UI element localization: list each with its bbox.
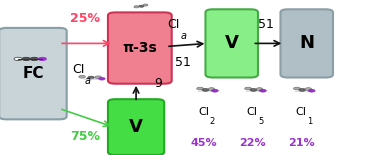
- Text: 25%: 25%: [70, 12, 101, 25]
- Text: N: N: [299, 34, 314, 52]
- Text: CI: CI: [296, 107, 307, 117]
- Text: 21%: 21%: [288, 138, 314, 148]
- Circle shape: [14, 57, 22, 61]
- Text: 51: 51: [175, 55, 191, 69]
- Ellipse shape: [84, 79, 99, 80]
- Text: 45%: 45%: [190, 138, 217, 148]
- Circle shape: [38, 57, 46, 61]
- Ellipse shape: [134, 5, 146, 6]
- Circle shape: [139, 5, 144, 7]
- Circle shape: [308, 89, 315, 92]
- Ellipse shape: [198, 91, 213, 92]
- Circle shape: [250, 89, 257, 91]
- Circle shape: [22, 57, 30, 61]
- Circle shape: [293, 87, 300, 90]
- Text: a: a: [85, 76, 91, 86]
- Text: 75%: 75%: [70, 130, 101, 143]
- Text: CI: CI: [247, 107, 258, 117]
- Ellipse shape: [295, 91, 310, 92]
- FancyBboxPatch shape: [280, 9, 333, 78]
- Text: CI: CI: [167, 18, 180, 31]
- Text: V: V: [129, 118, 143, 136]
- Circle shape: [88, 76, 94, 79]
- Circle shape: [95, 76, 102, 79]
- Circle shape: [202, 89, 209, 91]
- Text: 1: 1: [307, 117, 312, 126]
- Text: CI: CI: [198, 107, 209, 117]
- Text: a: a: [181, 31, 187, 41]
- Text: 5: 5: [258, 117, 263, 126]
- Text: π-3s: π-3s: [122, 41, 157, 55]
- Circle shape: [305, 88, 312, 91]
- FancyBboxPatch shape: [0, 28, 67, 119]
- Text: FC: FC: [22, 66, 44, 81]
- Circle shape: [212, 89, 218, 92]
- Circle shape: [134, 6, 139, 8]
- Circle shape: [99, 77, 105, 80]
- Circle shape: [79, 75, 85, 78]
- Circle shape: [256, 88, 263, 91]
- Text: CI: CI: [72, 63, 84, 76]
- Text: V: V: [225, 34, 239, 52]
- Circle shape: [260, 89, 266, 92]
- Circle shape: [143, 4, 148, 6]
- Circle shape: [299, 89, 305, 91]
- Circle shape: [208, 88, 215, 91]
- Circle shape: [197, 87, 203, 90]
- Circle shape: [245, 87, 251, 90]
- Ellipse shape: [246, 91, 261, 92]
- Text: 2: 2: [209, 117, 214, 126]
- Text: 51: 51: [257, 18, 273, 31]
- FancyBboxPatch shape: [108, 12, 172, 84]
- Circle shape: [30, 57, 38, 61]
- Text: 9: 9: [155, 77, 163, 90]
- FancyBboxPatch shape: [108, 99, 164, 155]
- Text: 22%: 22%: [239, 138, 266, 148]
- FancyBboxPatch shape: [206, 9, 258, 78]
